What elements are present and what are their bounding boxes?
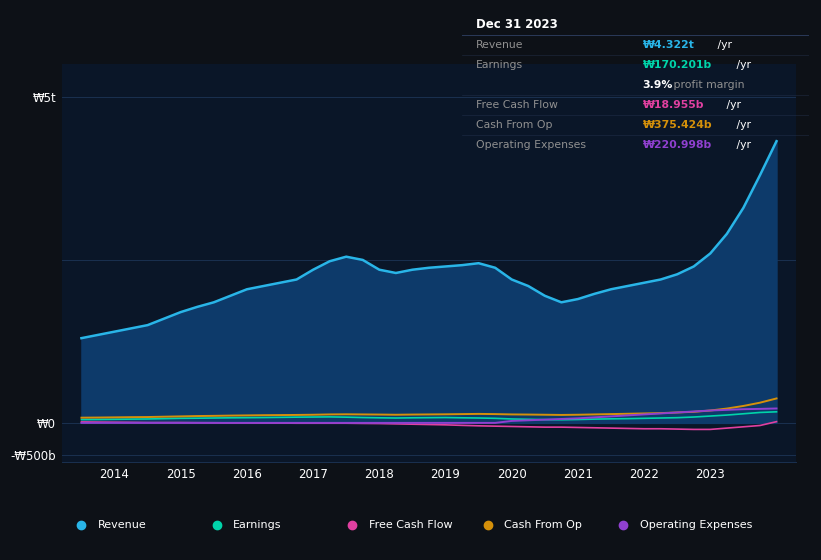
Text: Dec 31 2023: Dec 31 2023 [476,18,557,31]
Text: /yr: /yr [713,40,732,50]
Text: Revenue: Revenue [98,520,147,530]
Text: /yr: /yr [733,140,751,150]
Text: Earnings: Earnings [233,520,282,530]
Text: Cash From Op: Cash From Op [504,520,582,530]
Text: ₩4.322t: ₩4.322t [642,40,695,50]
Text: ₩170.201b: ₩170.201b [642,60,712,70]
Text: Cash From Op: Cash From Op [476,120,553,130]
Text: Operating Expenses: Operating Expenses [640,520,752,530]
Text: ₩375.424b: ₩375.424b [642,120,712,130]
Text: /yr: /yr [733,120,751,130]
Text: ₩220.998b: ₩220.998b [642,140,712,150]
Text: Operating Expenses: Operating Expenses [476,140,586,150]
Text: Free Cash Flow: Free Cash Flow [369,520,452,530]
Text: /yr: /yr [723,100,741,110]
Text: Earnings: Earnings [476,60,523,70]
Text: Revenue: Revenue [476,40,524,50]
Text: 3.9%: 3.9% [642,80,672,90]
Text: profit margin: profit margin [670,80,745,90]
Text: ₩18.955b: ₩18.955b [642,100,704,110]
Text: Free Cash Flow: Free Cash Flow [476,100,558,110]
Text: /yr: /yr [733,60,751,70]
